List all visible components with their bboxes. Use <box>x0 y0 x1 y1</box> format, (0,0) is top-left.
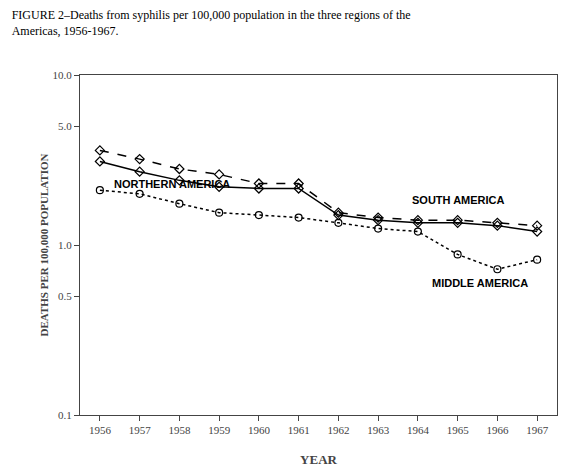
svg-text:1956: 1956 <box>89 424 112 436</box>
svg-text:1967: 1967 <box>526 424 549 436</box>
svg-text:5.0: 5.0 <box>58 120 72 132</box>
svg-text:1964: 1964 <box>407 424 430 436</box>
svg-text:1.0: 1.0 <box>58 239 72 251</box>
svg-text:1957: 1957 <box>129 424 152 436</box>
svg-text:FIGURE 2–Deaths from syphilis: FIGURE 2–Deaths from syphilis per 100,00… <box>12 8 411 38</box>
svg-text:MIDDLE AMERICA: MIDDLE AMERICA <box>432 277 528 289</box>
svg-text:DEATHS PER 100,000 POPULATION: DEATHS PER 100,000 POPULATION <box>38 153 50 336</box>
svg-text:0.1: 0.1 <box>58 409 72 421</box>
svg-text:0.5: 0.5 <box>58 290 72 302</box>
svg-text:1965: 1965 <box>447 424 470 436</box>
svg-text:SOUTH AMERICA: SOUTH AMERICA <box>412 194 505 206</box>
svg-text:1962: 1962 <box>327 424 349 436</box>
svg-text:1961: 1961 <box>288 424 310 436</box>
svg-text:1963: 1963 <box>367 424 390 436</box>
svg-text:1958: 1958 <box>168 424 191 436</box>
svg-text:1959: 1959 <box>208 424 231 436</box>
svg-text:1960: 1960 <box>248 424 271 436</box>
svg-text:1966: 1966 <box>486 424 509 436</box>
svg-text:NORTHERN AMERICA: NORTHERN AMERICA <box>114 178 230 190</box>
svg-text:YEAR: YEAR <box>300 452 337 467</box>
svg-text:10.0: 10.0 <box>53 69 73 81</box>
